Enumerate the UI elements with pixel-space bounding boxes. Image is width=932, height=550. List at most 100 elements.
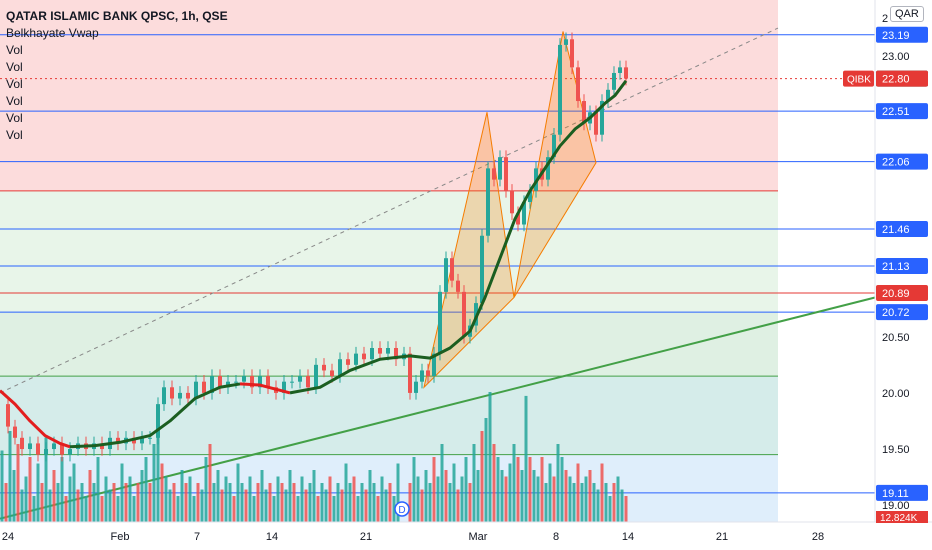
volume-bar bbox=[40, 483, 44, 522]
volume-label-box bbox=[876, 511, 928, 523]
volume-label: 12.824K bbox=[880, 513, 918, 524]
price-label: 22.51 bbox=[882, 106, 910, 118]
candle-body bbox=[438, 291, 442, 354]
dividend-label: D bbox=[398, 505, 405, 516]
price-label-box bbox=[876, 484, 928, 501]
candle-body bbox=[210, 376, 214, 393]
volume-bar bbox=[228, 483, 232, 522]
candle-body bbox=[20, 437, 24, 450]
symbol-tag: QIBK bbox=[847, 75, 871, 86]
volume-bar bbox=[520, 470, 524, 522]
x-tick-label: Mar bbox=[469, 531, 488, 543]
volume-bar bbox=[80, 483, 84, 522]
volume-bar bbox=[340, 489, 344, 522]
volume-bar bbox=[448, 483, 452, 522]
zone-band bbox=[0, 312, 778, 377]
volume-bar bbox=[148, 483, 152, 522]
symbol-title[interactable]: QATAR ISLAMIC BANK QPSC, 1h, QSE bbox=[6, 9, 228, 23]
volume-bar bbox=[596, 489, 600, 522]
candle-body bbox=[148, 437, 152, 439]
volume-bar bbox=[460, 476, 464, 522]
volume-bar bbox=[76, 489, 80, 522]
volume-bar bbox=[428, 483, 432, 522]
volume-bar bbox=[572, 483, 576, 522]
volume-bar bbox=[364, 489, 368, 522]
volume-bar bbox=[20, 489, 24, 522]
vol-label[interactable]: Vol bbox=[6, 128, 23, 142]
vol-label[interactable]: Vol bbox=[6, 77, 23, 91]
volume-bar bbox=[172, 483, 176, 522]
volume-bar bbox=[212, 483, 216, 522]
volume-bar bbox=[372, 483, 376, 522]
volume-bar bbox=[144, 457, 148, 522]
symbol-tag-box bbox=[843, 70, 874, 87]
vol-label[interactable]: Vol bbox=[6, 94, 23, 108]
candle-body bbox=[576, 67, 580, 102]
price-label-box bbox=[876, 221, 928, 238]
price-label-box bbox=[876, 304, 928, 321]
volume-bar bbox=[4, 483, 8, 522]
candle-body bbox=[170, 387, 174, 399]
volume-bar bbox=[120, 463, 124, 522]
candle-body bbox=[322, 364, 326, 371]
candle-body bbox=[52, 443, 56, 450]
x-tick-label: 14 bbox=[622, 531, 634, 543]
volume-bar bbox=[616, 476, 620, 522]
candle-body bbox=[480, 235, 484, 304]
volume-bar bbox=[488, 392, 492, 522]
volume-bar bbox=[500, 470, 504, 522]
candle-body bbox=[564, 39, 568, 45]
currency-badge[interactable]: QAR bbox=[890, 6, 924, 22]
volume-bar bbox=[44, 437, 48, 522]
volume-bar bbox=[584, 476, 588, 522]
zone-band bbox=[0, 190, 778, 313]
volume-bar bbox=[92, 483, 96, 522]
candle-body bbox=[234, 381, 238, 383]
y-tick-label: 19.00 bbox=[882, 500, 910, 512]
volume-bar bbox=[48, 489, 52, 522]
candle-body bbox=[600, 101, 604, 135]
volume-bar bbox=[332, 496, 336, 522]
vol-label[interactable]: Vol bbox=[6, 111, 23, 125]
volume-bar bbox=[36, 463, 40, 522]
volume-bar bbox=[156, 424, 160, 522]
volume-bar bbox=[384, 489, 388, 522]
candle-body bbox=[492, 168, 496, 180]
volume-bar bbox=[416, 476, 420, 522]
indicator-label[interactable]: Belkhayate Vwap bbox=[6, 26, 99, 40]
volume-bar bbox=[216, 470, 220, 522]
x-tick-label: 24 bbox=[2, 531, 14, 543]
vol-label[interactable]: Vol bbox=[6, 60, 23, 74]
volume-bar bbox=[548, 463, 552, 522]
volume-bar bbox=[580, 483, 584, 522]
volume-bar bbox=[84, 496, 88, 522]
candle-body bbox=[378, 348, 382, 354]
volume-bar bbox=[552, 476, 556, 522]
volume-bar bbox=[356, 496, 360, 522]
volume-bar bbox=[536, 476, 540, 522]
candle-body bbox=[408, 353, 412, 393]
volume-bar bbox=[188, 476, 192, 522]
volume-bar bbox=[476, 470, 480, 522]
volume-bar bbox=[8, 431, 12, 522]
volume-bar bbox=[52, 470, 56, 522]
volume-bar bbox=[368, 470, 372, 522]
candle-body bbox=[594, 112, 598, 135]
volume-bar bbox=[472, 444, 476, 522]
price-label: 19.11 bbox=[882, 488, 909, 500]
volume-bar bbox=[220, 489, 224, 522]
candle-body bbox=[36, 443, 40, 455]
candle-body bbox=[140, 437, 144, 444]
candle-body bbox=[186, 392, 190, 399]
vol-label[interactable]: Vol bbox=[6, 43, 23, 57]
volume-bar bbox=[588, 470, 592, 522]
volume-bar bbox=[16, 444, 20, 522]
volume-bar bbox=[380, 476, 384, 522]
candle-body bbox=[242, 376, 246, 382]
candle-body bbox=[552, 134, 556, 158]
volume-bar bbox=[480, 431, 484, 522]
price-label-box bbox=[876, 284, 928, 301]
volume-bar bbox=[360, 483, 364, 522]
